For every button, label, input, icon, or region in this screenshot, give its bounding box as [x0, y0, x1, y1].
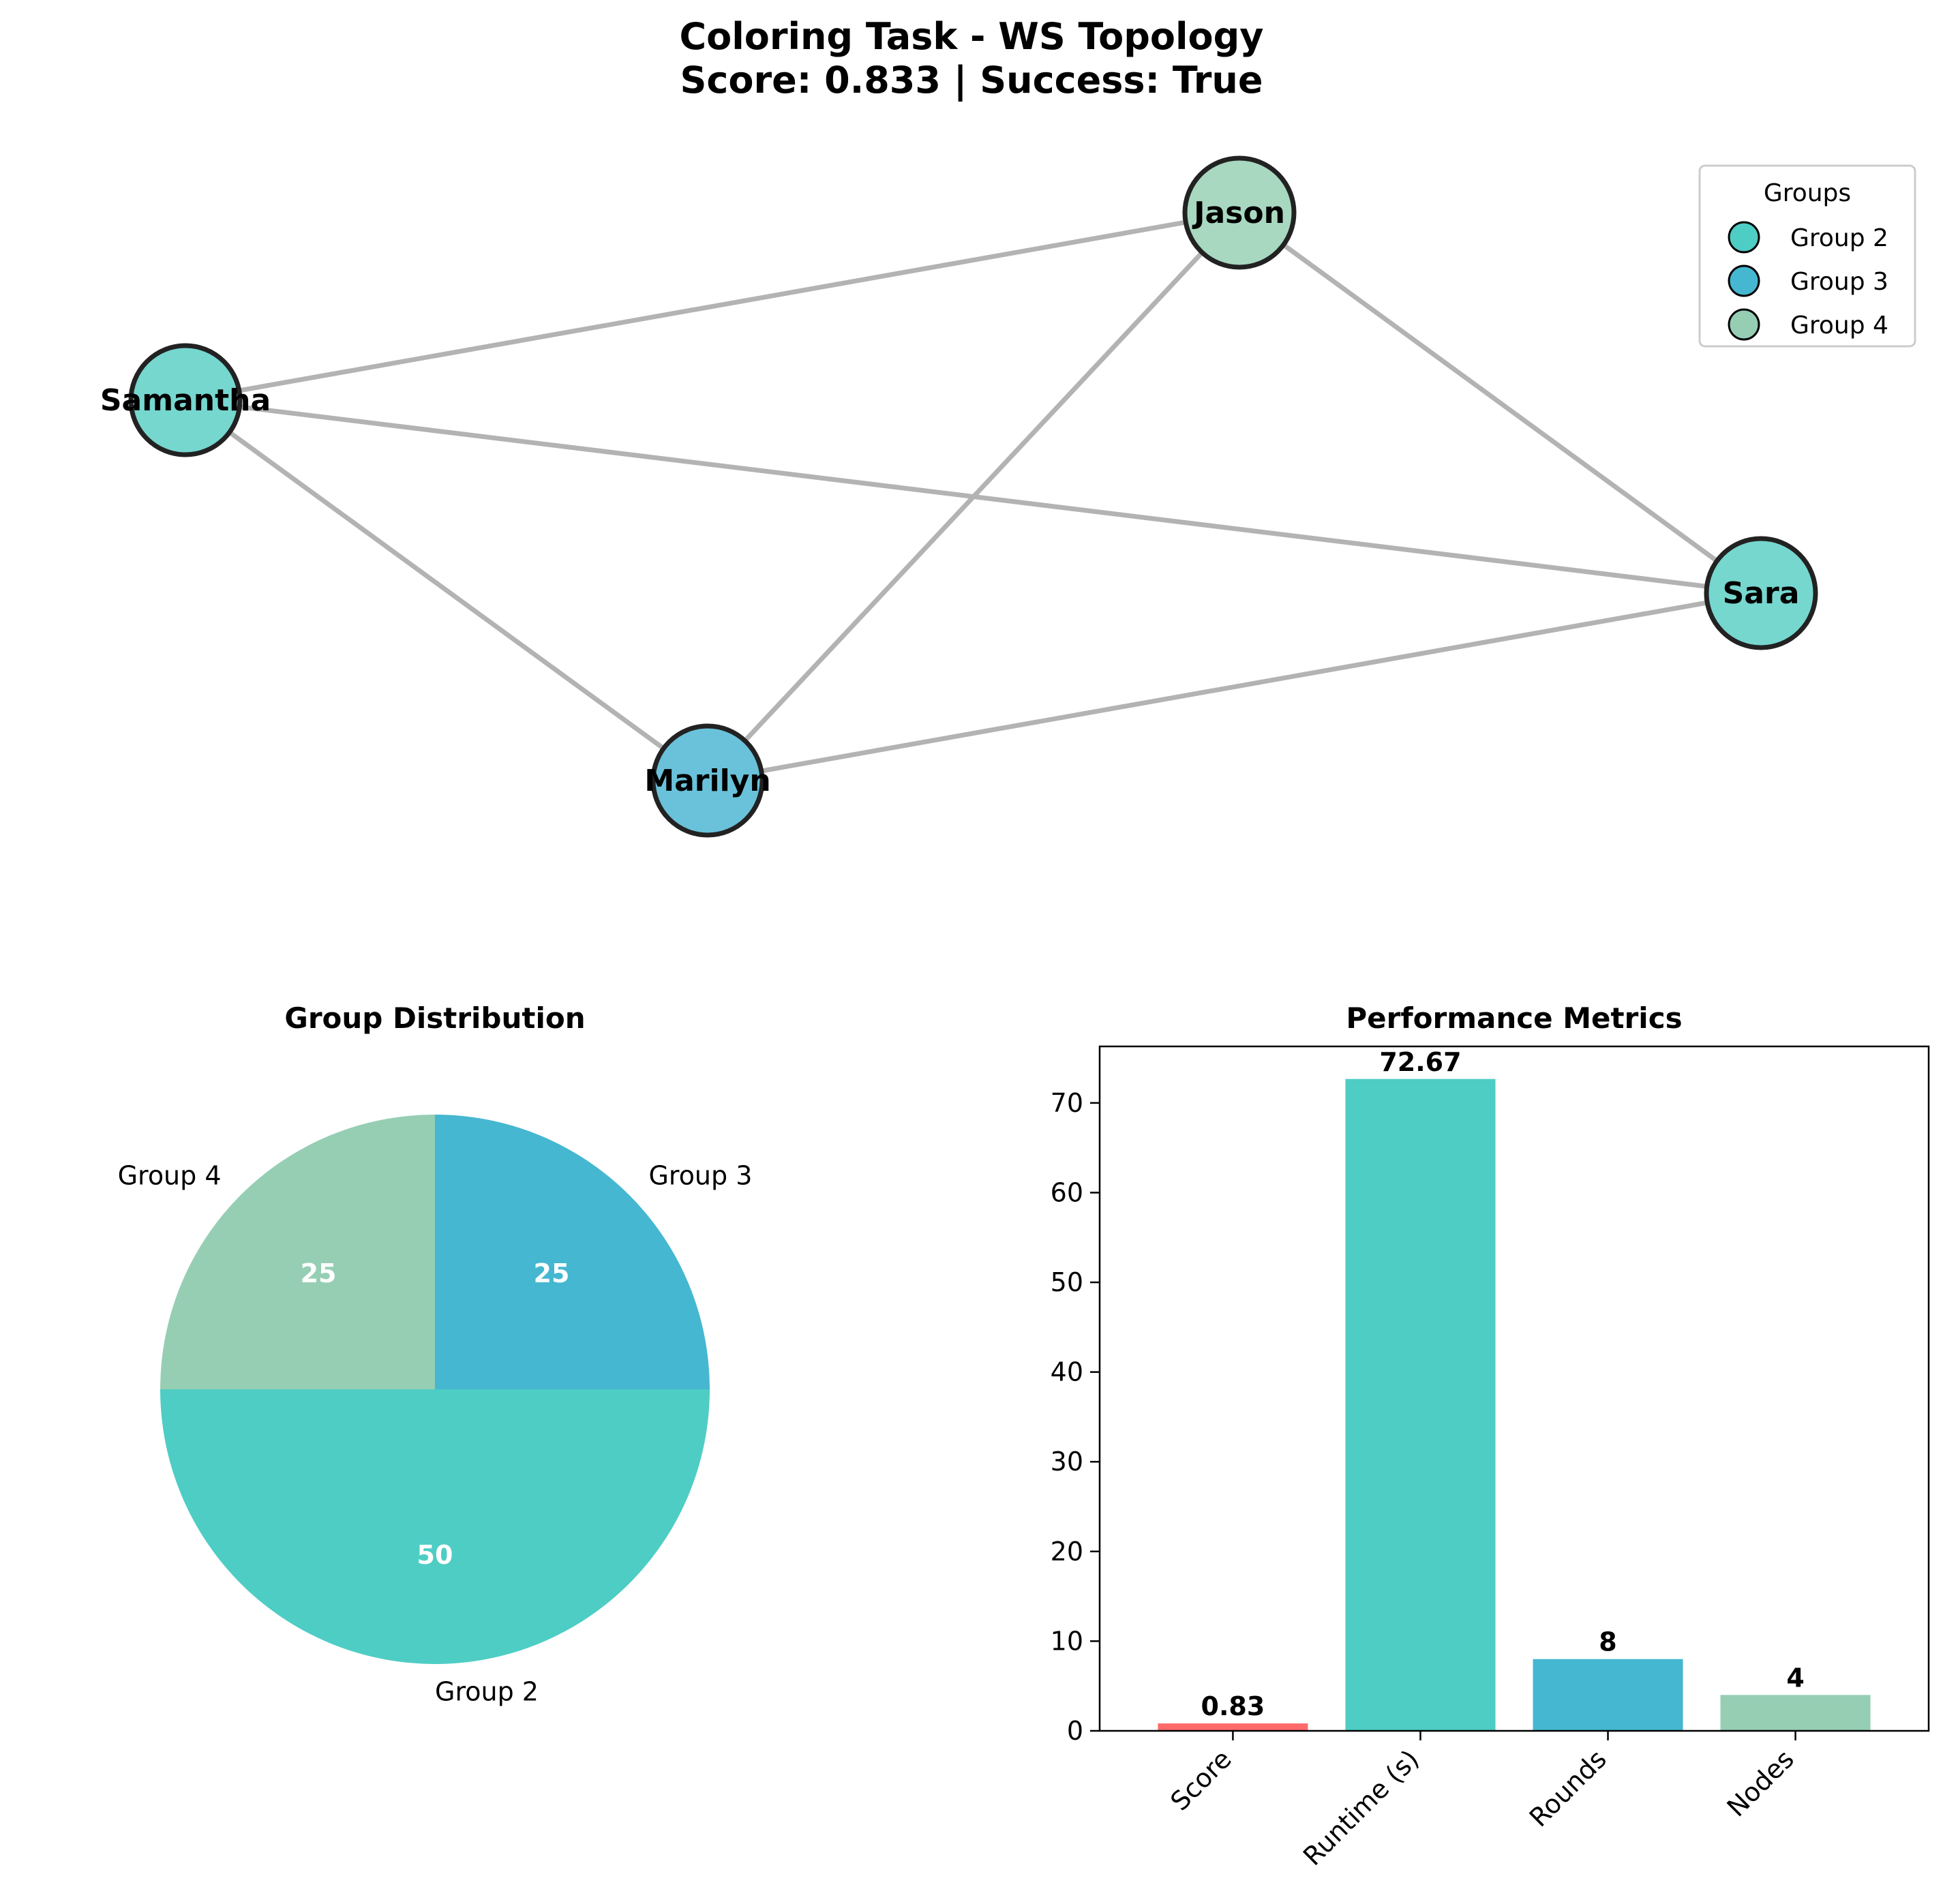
y-tick-label-60: 60 — [1051, 1177, 1083, 1207]
bar-title: Performance Metrics — [1346, 1001, 1682, 1035]
legend-label-group-2: Group 2 — [1790, 224, 1888, 252]
bar-bars — [1158, 1078, 1871, 1731]
pie-labels: 50 Group 2 25 Group 3 25 Group 4 — [118, 1161, 753, 1707]
legend-marker-group-4 — [1728, 308, 1760, 341]
y-tick-label-50: 50 — [1051, 1267, 1083, 1297]
legend-marker-group-3 — [1728, 265, 1760, 297]
node-label-marilyn: Marilyn — [644, 764, 770, 798]
legend-label-group-4: Group 4 — [1790, 312, 1888, 339]
legend-marker-group-2 — [1728, 221, 1760, 254]
bar-y-axis: 0 10 20 30 40 50 60 70 — [1051, 1088, 1100, 1746]
bar-chart: 0 10 20 30 40 50 60 70 Score Runtime (s) Rounds No… — [1051, 1001, 1930, 1871]
y-tick-label-40: 40 — [1051, 1357, 1083, 1387]
y-tick-label-70: 70 — [1051, 1088, 1083, 1118]
edge-jason-sara — [1237, 210, 1764, 596]
pie-slice-group-3 — [435, 1115, 710, 1389]
edge-samantha-marilyn — [183, 397, 710, 783]
edge-jason-marilyn — [705, 210, 1242, 783]
edge-samantha-jason — [183, 210, 1242, 403]
bar-score — [1158, 1723, 1308, 1731]
network-nodes: Jason Samantha Sara Marilyn — [100, 155, 1818, 838]
y-tick-label-20: 20 — [1051, 1537, 1083, 1567]
node-sara — [1704, 536, 1818, 650]
node-label-samantha: Samantha — [100, 383, 271, 418]
y-tick-label-30: 30 — [1051, 1447, 1083, 1477]
node-marilyn — [650, 723, 765, 838]
x-tick-label-runtime-s: Runtime (s) — [1297, 1744, 1425, 1871]
edge-marilyn-sara — [705, 590, 1764, 783]
y-tick-label-10: 10 — [1051, 1626, 1083, 1656]
pie-label-group-4: Group 4 — [118, 1161, 222, 1191]
bar-rounds — [1533, 1659, 1683, 1731]
pie-chart: Group Distribution 50 Group 2 25 Group 3 25 G… — [118, 1001, 753, 1706]
pie-label-group-2: Group 2 — [435, 1676, 539, 1706]
pie-title: Group Distribution — [284, 1001, 585, 1035]
pie-slice-group-2 — [160, 1389, 710, 1664]
node-label-jason: Jason — [1192, 196, 1285, 230]
bar-value-labels: 0.83 72.67 8 4 — [1201, 1047, 1805, 1721]
bar-axes-frame — [1098, 1045, 1930, 1732]
node-samantha — [128, 343, 243, 457]
bar-value-score: 0.83 — [1201, 1691, 1265, 1721]
node-jason — [1182, 155, 1297, 270]
legend-title: Groups — [1764, 179, 1851, 207]
pie-slice-group-4 — [160, 1115, 435, 1389]
bar-x-axis: Score Runtime (s) Rounds Nodes — [1164, 1731, 1800, 1871]
network-legend: Groups Group 2 Group 3 Group 4 — [1698, 164, 1916, 348]
x-tick-label-nodes: Nodes — [1721, 1744, 1800, 1822]
x-tick-label-score: Score — [1164, 1744, 1237, 1816]
network-edges — [183, 210, 1764, 783]
legend-label-group-3: Group 3 — [1790, 268, 1888, 296]
node-label-sara: Sara — [1723, 576, 1800, 611]
bar-value-rounds: 8 — [1599, 1627, 1616, 1657]
legend-box — [1698, 164, 1916, 348]
pie-slices — [160, 1115, 710, 1664]
pie-label-group-3: Group 3 — [648, 1161, 752, 1191]
bar-value-runtime-s: 72.67 — [1379, 1047, 1461, 1077]
figure-title-line2: Score: 0.833 | Success: True — [680, 59, 1263, 102]
bar-runtime-s — [1345, 1078, 1496, 1731]
pie-pct-group-3: 25 — [534, 1258, 570, 1288]
pie-pct-group-4: 25 — [301, 1258, 337, 1288]
bar-value-nodes: 4 — [1786, 1663, 1804, 1693]
pie-pct-group-2: 50 — [417, 1540, 453, 1570]
x-tick-label-rounds: Rounds — [1524, 1744, 1612, 1832]
bar-nodes — [1720, 1695, 1871, 1731]
figure-title-line1: Coloring Task - WS Topology — [680, 15, 1264, 58]
y-tick-label-0: 0 — [1067, 1716, 1083, 1746]
